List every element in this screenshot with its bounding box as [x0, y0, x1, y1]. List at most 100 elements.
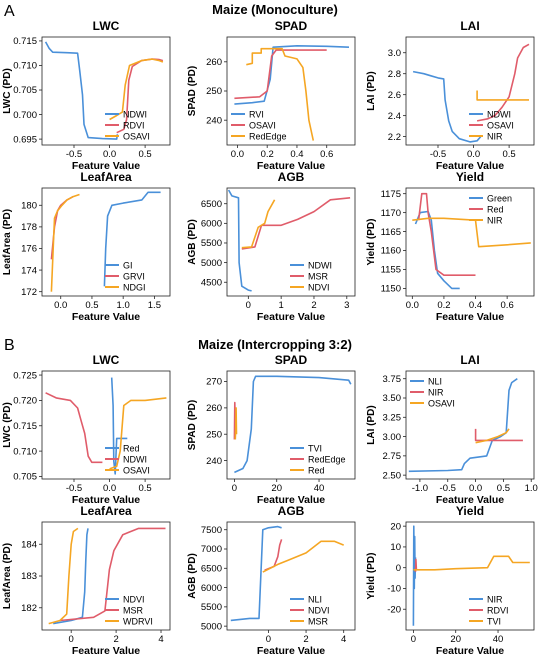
x-tick-label: 3 [344, 300, 349, 311]
y-axis-label: AGB (PD) [187, 219, 198, 265]
legend-label-osavi: OSAVI [123, 465, 150, 475]
series-line-osavi [234, 49, 327, 100]
legend-label-rededge: RedEdge [249, 131, 287, 141]
panel-a-agb: AGB 0 1 2 3 4500 5000 5500 6000 6500 Feature Value… [187, 170, 356, 323]
y-tick-label: 7000 [201, 544, 222, 555]
x-tick-label: 1.5 [148, 300, 161, 311]
legend-label-osavi: OSAVI [123, 131, 150, 141]
panel-a-lai: LAI -0.5 0.0 0.5 2.2 2.4 2.6 2.8 3.0 Feature Valu… [366, 19, 535, 172]
series-line-msr [59, 527, 166, 622]
y-tick-label: 240 [206, 115, 222, 126]
series-group [45, 377, 167, 475]
legend-label-ndwi: NDWI [123, 454, 147, 464]
x-tick-label: 0 [266, 634, 271, 645]
x-tick-label: 2 [311, 300, 316, 311]
plot-frame [226, 521, 356, 631]
x-axis-label: Feature Value [436, 494, 504, 506]
y-tick-label: 4500 [201, 277, 222, 288]
y-tick-label: 2.6 [388, 90, 401, 101]
series-line-rdvi [414, 558, 418, 572]
legend-label-nli: NLI [308, 594, 322, 604]
y-tick-label: 3.25 [383, 412, 402, 423]
y-tick-label: 10 [390, 542, 401, 553]
legend-label-red: Red [308, 465, 325, 475]
legend-label-osavi: OSAVI [249, 120, 276, 130]
legend-label-red: Red [487, 204, 504, 214]
x-axis-label: Feature Value [72, 311, 140, 323]
panel-b-lwc: LWC -0.5 0.0 0.5 0.705 0.710 0.715 0.720 0.725 Fe… [2, 353, 171, 506]
y-tick-label: 6000 [201, 583, 222, 594]
y-tick-label: 250 [206, 429, 222, 440]
legend-label-ndvi: NDVI [308, 605, 330, 615]
y-axis-label: SPAD (PD) [187, 400, 198, 450]
y-tick-label: 1175 [381, 189, 401, 200]
series-group [412, 192, 531, 290]
series-line-ndvi [53, 528, 89, 625]
x-tick-label: 0 [232, 483, 237, 494]
y-tick-label: 1150 [381, 284, 401, 295]
y-tick-label: 0.710 [13, 61, 37, 72]
y-tick-label: 176 [21, 244, 37, 255]
legend-label-tvi: TVI [308, 443, 322, 453]
x-tick-label: 1 [279, 300, 284, 311]
panel-a-spad: SPAD 0.0 0.2 0.4 0.6 240 250 260 Feature Value SP… [187, 19, 356, 172]
x-tick-label: 0.0 [406, 300, 419, 311]
legend-label-rdvi: RDVI [123, 120, 145, 130]
x-axis-label: Feature Value [257, 494, 325, 506]
x-tick-label: 0 [246, 300, 251, 311]
series-group [227, 189, 351, 292]
series-line-ndwi [227, 189, 252, 292]
plot-frame [41, 36, 171, 146]
x-tick-label: 0.5 [139, 149, 152, 160]
series-line-nli [408, 378, 518, 473]
series-line-tvi [413, 555, 530, 571]
plot-frame [226, 370, 356, 480]
x-tick-label: 0.5 [503, 149, 516, 160]
series-line-tvi [234, 375, 352, 474]
x-axis-label: Feature Value [257, 645, 325, 657]
y-tick-label: 174 [21, 265, 37, 276]
y-tick-label: 0.695 [13, 134, 37, 145]
chart-title: AGB [278, 504, 305, 518]
y-tick-label: 0.710 [13, 446, 37, 457]
x-tick-label: 0.0 [467, 149, 480, 160]
y-axis-label: AGB (PD) [187, 553, 198, 599]
legend-label-msr: MSR [308, 616, 329, 626]
x-tick-label: 0.0 [54, 300, 67, 311]
legend-label-wdrvi: WDRVI [123, 616, 153, 626]
y-tick-label: 0.705 [13, 85, 37, 96]
x-tick-label: 20 [450, 634, 461, 645]
y-tick-label: 0 [396, 563, 401, 574]
series-group [234, 45, 350, 141]
chart-title: Yield [456, 504, 484, 518]
series-line-nli [230, 525, 282, 622]
y-tick-label: 0.715 [13, 36, 37, 47]
x-tick-label: -1.0 [412, 483, 428, 494]
legend-label-ndvi: NDVI [123, 594, 145, 604]
legend-label-rvi: RVI [249, 109, 264, 119]
y-tick-label: -10 [387, 584, 401, 595]
y-tick-label: 6500 [201, 199, 222, 210]
series-group [412, 43, 530, 143]
y-axis-label: SPAD (PD) [187, 66, 198, 116]
y-tick-label: 2.8 [388, 69, 401, 80]
y-axis-label: Yield (PD) [366, 553, 377, 600]
series-line-osavi [475, 428, 510, 444]
panel-b-leafarea: LeafArea 0 2 4 182 183 184 Feature Value LeafAre… [2, 504, 171, 657]
y-tick-label: 178 [21, 222, 37, 233]
y-tick-label: 20 [390, 521, 401, 532]
chart-title: LeafArea [80, 170, 132, 184]
legend-label-red: Red [123, 443, 140, 453]
legend-label-rdvi: RDVI [487, 605, 509, 615]
series-line-red [234, 407, 238, 440]
series-line-green [414, 210, 460, 290]
x-tick-label: 4 [158, 634, 163, 645]
plot-frame [405, 36, 535, 146]
